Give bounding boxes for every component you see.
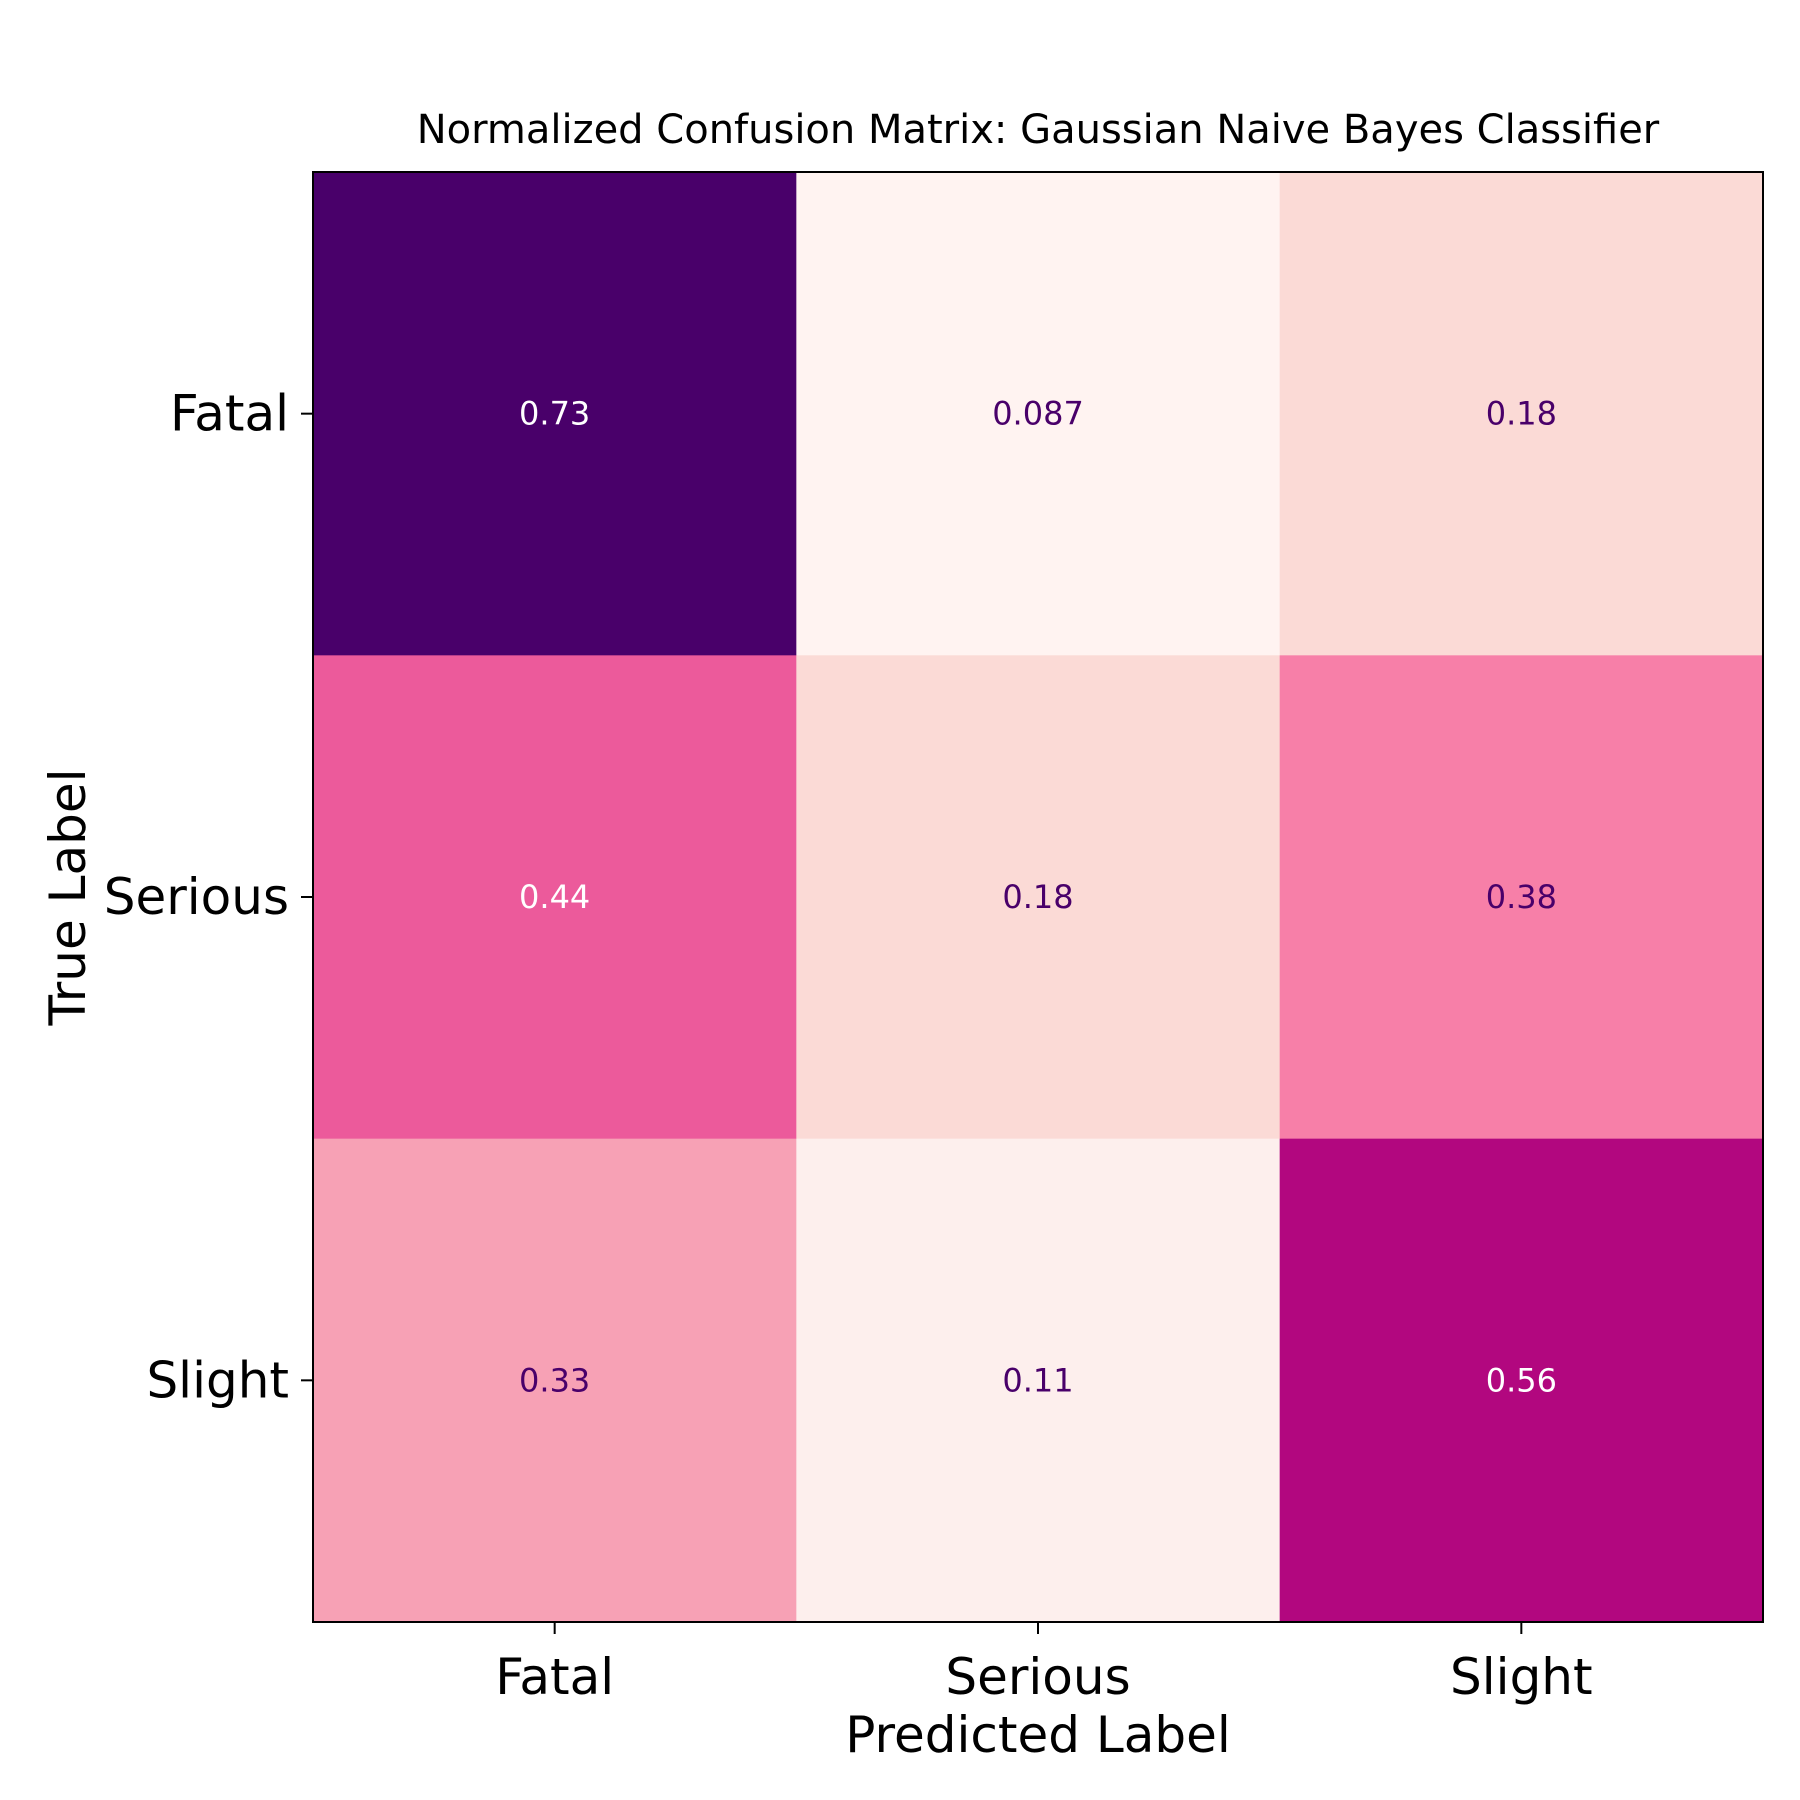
y-tick-label: Fatal: [170, 385, 289, 443]
cell-value-label: 0.56: [1486, 1361, 1557, 1399]
heatmap-cell: [313, 1138, 797, 1623]
x-tick-label: Slight: [1450, 1648, 1593, 1706]
x-axis-label: Predicted Label: [845, 1706, 1231, 1764]
cell-value-label: 0.73: [519, 395, 590, 433]
y-axis-ticks: Fatal Serious Slight: [104, 385, 313, 1409]
heatmap-cell: [313, 172, 797, 656]
heatmap-cell: [1279, 172, 1764, 656]
cell-value-label: 0.11: [1002, 1361, 1073, 1399]
cell-value-label: 0.18: [1002, 878, 1073, 916]
chart-title: Normalized Confusion Matrix: Gaussian Na…: [417, 107, 1660, 153]
y-tick-label: Serious: [104, 868, 289, 926]
x-tick-label: Serious: [945, 1648, 1130, 1706]
heatmap-cells: 0.73 0.087 0.18 0.44 0.18 0.38 0.33 0.11 0.56: [313, 172, 1764, 1623]
y-axis-label: True Label: [39, 769, 97, 1027]
y-tick-label: Slight: [146, 1351, 289, 1409]
cell-value-label: 0.33: [519, 1361, 590, 1399]
heatmap-cell: [796, 172, 1281, 656]
heatmap-cell: [1279, 655, 1764, 1140]
x-tick-label: Fatal: [495, 1648, 614, 1706]
cell-value-label: 0.38: [1486, 878, 1557, 916]
cell-value-label: 0.44: [519, 878, 590, 916]
heatmap-cell: [796, 655, 1281, 1140]
cell-value-label: 0.18: [1486, 395, 1557, 433]
heatmap-cell: [313, 655, 797, 1140]
heatmap-cell: [796, 1138, 1281, 1623]
cell-value-label: 0.087: [992, 395, 1084, 433]
heatmap-cell: [1279, 1138, 1764, 1623]
x-axis-ticks: Fatal Serious Slight: [495, 1622, 1593, 1706]
